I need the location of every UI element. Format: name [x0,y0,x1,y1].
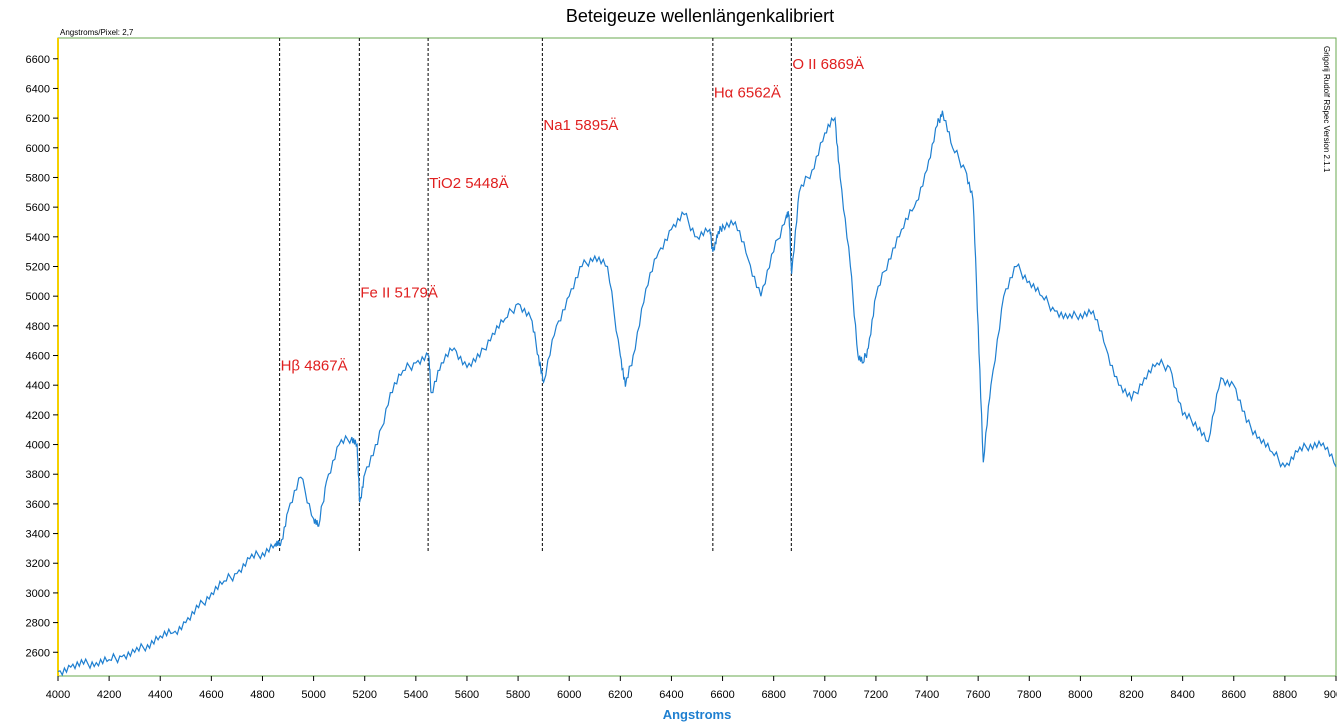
marker-label: Hα 6562Ä [714,84,781,101]
y-axis-ticks: 2600 2800 3000 3200 3400 3600 3800 4000 4200 4400… [26,54,58,659]
y-tick-label: 4600 [26,351,50,363]
x-tick-label: 6200 [608,689,632,701]
x-tick-label: 4600 [199,689,223,701]
y-tick-label: 5400 [26,232,50,244]
y-tick-label: 4200 [26,410,50,422]
software-credit: Grigorij Rudolf RSpec Version 2.1.1 [1322,46,1331,173]
x-tick-label: 7000 [813,689,837,701]
x-tick-label: 7600 [966,689,990,701]
y-tick-label: 3600 [26,499,50,511]
y-tick-label: 4400 [26,380,50,392]
x-tick-label: 4200 [97,689,121,701]
x-tick-label: 4800 [250,689,274,701]
y-tick-label: 4800 [26,321,50,333]
x-tick-label: 7800 [1017,689,1041,701]
x-tick-label: 8200 [1119,689,1143,701]
marker-label: Hβ 4867Ä [281,357,348,374]
x-tick-label: 6400 [659,689,683,701]
scale-note: Angstroms/Pixel: 2,7 [60,28,134,37]
plot-frame [57,37,1337,677]
x-tick-label: 8800 [1273,689,1297,701]
spectrum-series-line [57,110,1337,677]
x-tick-label: 5000 [301,689,325,701]
y-tick-label: 6200 [26,113,50,125]
marker-label: Na1 5895Ä [543,117,618,134]
y-tick-label: 2800 [26,618,50,630]
y-tick-label: 2600 [26,647,50,659]
y-tick-label: 6000 [26,143,50,155]
y-tick-label: 5000 [26,291,50,303]
x-tick-label: 9000 [1324,689,1337,701]
x-tick-label: 5800 [506,689,530,701]
y-tick-label: 5800 [26,172,50,184]
spectral-line-markers: Hβ 4867Ä Fe II 5179Ä TiO2 5448Ä Na1 5895Ä Hα… [279,38,864,552]
x-tick-label: 6600 [710,689,734,701]
y-tick-label: 6600 [26,54,50,66]
chart-title: Beteigeuze wellenlängenkalibriert [566,6,834,26]
x-tick-label: 6800 [761,689,785,701]
y-tick-label: 3800 [26,469,50,481]
y-tick-label: 4000 [26,440,50,452]
marker-label: O II 6869Ä [792,56,864,73]
x-tick-label: 7400 [915,689,939,701]
x-axis-label: Angstroms [663,707,732,722]
x-tick-label: 5200 [352,689,376,701]
x-tick-label: 5400 [404,689,428,701]
y-tick-label: 5600 [26,202,50,214]
x-axis-ticks: 4000 4200 4400 4600 4800 5000 5200 5400 5600 5800… [46,676,1337,701]
x-tick-label: 4000 [46,689,70,701]
x-tick-label: 5600 [455,689,479,701]
y-tick-label: 6400 [26,83,50,95]
marker-label: Fe II 5179Ä [360,285,438,302]
y-tick-label: 3200 [26,558,50,570]
x-tick-label: 7200 [864,689,888,701]
x-tick-label: 8400 [1170,689,1194,701]
y-tick-label: 5200 [26,261,50,273]
x-tick-label: 6000 [557,689,581,701]
y-tick-label: 3400 [26,529,50,541]
marker-label: TiO2 5448Ä [429,175,509,192]
x-tick-label: 8000 [1068,689,1092,701]
y-tick-label: 3000 [26,588,50,600]
x-tick-label: 4400 [148,689,172,701]
x-tick-label: 8600 [1222,689,1246,701]
